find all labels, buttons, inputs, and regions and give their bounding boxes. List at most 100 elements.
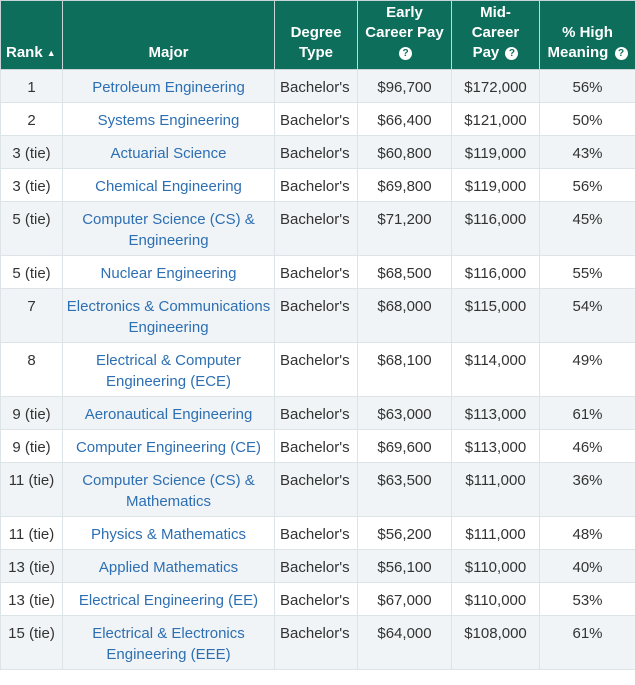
early-career-pay-cell: $63,000 (357, 396, 452, 430)
high-meaning-cell: 53% (539, 582, 635, 616)
rank-cell: 3 (tie) (0, 168, 63, 202)
table-row: 11 (tie) Physics & Mathematics Bachelor's $… (0, 516, 635, 550)
rank-column-header[interactable]: Rank ▲ (0, 0, 63, 70)
major-link[interactable]: Aeronautical Engineering (62, 396, 275, 430)
mid-career-pay-cell: $119,000 (451, 135, 540, 169)
major-link[interactable]: Computer Engineering (CE) (62, 429, 275, 463)
high-meaning-cell: 46% (539, 429, 635, 463)
early-career-pay-cell: $69,600 (357, 429, 452, 463)
rank-cell: 9 (tie) (0, 396, 63, 430)
mid-pay-header-line: Mid- (480, 4, 511, 21)
early-career-pay-cell: $63,500 (357, 462, 452, 517)
mid-career-pay-cell: $115,000 (451, 288, 540, 343)
high-meaning-cell: 49% (539, 342, 635, 397)
table-row: 5 (tie) Nuclear Engineering Bachelor's $68,… (0, 255, 635, 289)
degree-type-cell: Bachelor's (274, 429, 358, 463)
table-row: 5 (tie) Computer Science (CS) & Engineeri… (0, 201, 635, 256)
high-meaning-column-header[interactable]: % High Meaning ? (539, 0, 635, 70)
table-row: 3 (tie) Actuarial Science Bachelor's $60,80… (0, 135, 635, 169)
high-meaning-cell: 56% (539, 168, 635, 202)
degree-type-cell: Bachelor's (274, 69, 358, 103)
degree-type-cell: Bachelor's (274, 135, 358, 169)
help-icon[interactable]: ? (399, 46, 412, 60)
early-career-pay-cell: $68,100 (357, 342, 452, 397)
major-link[interactable]: Physics & Mathematics (62, 516, 275, 550)
rank-cell: 9 (tie) (0, 429, 63, 463)
table-row: 15 (tie) Electrical & Electronics Enginee… (0, 615, 635, 670)
high-meaning-cell: 43% (539, 135, 635, 169)
major-link[interactable]: Electrical Engineering (EE) (62, 582, 275, 616)
degree-type-cell: Bachelor's (274, 102, 358, 136)
early-career-pay-cell: $67,000 (357, 582, 452, 616)
meaning-header-line: % High (562, 24, 613, 41)
table-row: 9 (tie) Computer Engineering (CE) Bachelor… (0, 429, 635, 463)
major-link[interactable]: Chemical Engineering (62, 168, 275, 202)
meaning-header-line: Meaning (547, 44, 609, 61)
major-link[interactable]: Nuclear Engineering (62, 255, 275, 289)
rank-cell: 3 (tie) (0, 135, 63, 169)
mid-career-pay-cell: $172,000 (451, 69, 540, 103)
rank-cell: 13 (tie) (0, 582, 63, 616)
degree-type-cell: Bachelor's (274, 582, 358, 616)
mid-career-pay-cell: $113,000 (451, 396, 540, 430)
degree-header-line: Degree (290, 24, 342, 41)
rank-cell: 2 (0, 102, 63, 136)
major-link[interactable]: Petroleum Engineering (62, 69, 275, 103)
help-icon[interactable]: ? (505, 46, 519, 60)
high-meaning-cell: 61% (539, 396, 635, 430)
major-link[interactable]: Actuarial Science (62, 135, 275, 169)
degree-header-line: Type (299, 44, 333, 61)
mid-career-pay-cell: $116,000 (451, 255, 540, 289)
degree-type-cell: Bachelor's (274, 396, 358, 430)
mid-career-pay-cell: $108,000 (451, 615, 540, 670)
major-column-header[interactable]: Major (62, 0, 275, 70)
table-row: 9 (tie) Aeronautical Engineering Bachelor'… (0, 396, 635, 430)
degree-type-cell: Bachelor's (274, 516, 358, 550)
help-icon[interactable]: ? (614, 46, 628, 60)
high-meaning-cell: 36% (539, 462, 635, 517)
mid-career-pay-cell: $113,000 (451, 429, 540, 463)
major-link[interactable]: Electrical & Electronics Engineering (EE… (62, 615, 275, 670)
table-row: 13 (tie) Electrical Engineering (EE) Bache… (0, 582, 635, 616)
early-career-pay-cell: $56,100 (357, 549, 452, 583)
mid-career-pay-cell: $114,000 (451, 342, 540, 397)
table-row: 2 Systems Engineering Bachelor's $66,400 $12… (0, 102, 635, 136)
major-link[interactable]: Applied Mathematics (62, 549, 275, 583)
mid-career-pay-column-header[interactable]: Mid- Career Pay ? (451, 0, 540, 70)
high-meaning-cell: 61% (539, 615, 635, 670)
rank-cell: 8 (0, 342, 63, 397)
table-row: 3 (tie) Chemical Engineering Bachelor's $69… (0, 168, 635, 202)
degree-type-cell: Bachelor's (274, 168, 358, 202)
early-career-pay-column-header[interactable]: Early Career Pay? (357, 0, 452, 70)
major-link[interactable]: Electronics & Communications Engineering (62, 288, 275, 343)
rank-cell: 15 (tie) (0, 615, 63, 670)
degree-type-cell: Bachelor's (274, 462, 358, 517)
high-meaning-cell: 40% (539, 549, 635, 583)
early-career-pay-cell: $68,500 (357, 255, 452, 289)
early-career-pay-cell: $56,200 (357, 516, 452, 550)
degree-type-cell: Bachelor's (274, 615, 358, 670)
rank-cell: 1 (0, 69, 63, 103)
high-meaning-cell: 50% (539, 102, 635, 136)
mid-career-pay-cell: $110,000 (451, 549, 540, 583)
mid-career-pay-cell: $116,000 (451, 201, 540, 256)
sort-ascending-icon: ▲ (46, 48, 56, 58)
degree-type-cell: Bachelor's (274, 288, 358, 343)
degree-type-column-header[interactable]: Degree Type (274, 0, 358, 70)
early-career-pay-cell: $69,800 (357, 168, 452, 202)
rank-cell: 5 (tie) (0, 201, 63, 256)
table-row: 11 (tie) Computer Science (CS) & Mathemat… (0, 462, 635, 517)
high-meaning-cell: 45% (539, 201, 635, 256)
early-pay-header-line: Career Pay (365, 24, 444, 41)
major-link[interactable]: Computer Science (CS) & Engineering (62, 201, 275, 256)
mid-career-pay-cell: $110,000 (451, 582, 540, 616)
major-header-label: Major (148, 44, 189, 61)
high-meaning-cell: 56% (539, 69, 635, 103)
table-row: 7 Electronics & Communications Engineerin… (0, 288, 635, 343)
major-link[interactable]: Electrical & Computer Engineering (ECE) (62, 342, 275, 397)
major-link[interactable]: Systems Engineering (62, 102, 275, 136)
major-link[interactable]: Computer Science (CS) & Mathematics (62, 462, 275, 517)
mid-career-pay-cell: $119,000 (451, 168, 540, 202)
table-body: 1 Petroleum Engineering Bachelor's $96,700 $… (0, 69, 635, 670)
header-row: Rank ▲ Major Degree Type Early Career Pay? … (0, 0, 635, 70)
